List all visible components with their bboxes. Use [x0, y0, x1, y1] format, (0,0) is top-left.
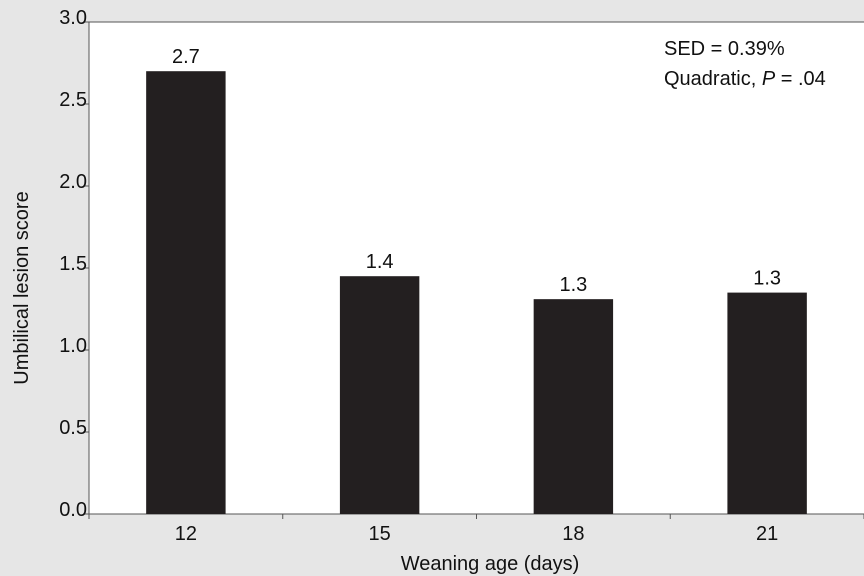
y-tick-label: 2.5	[59, 89, 87, 111]
annotation-sed: SED = 0.39%	[664, 38, 785, 60]
bar-18	[533, 299, 614, 514]
bar-data-labels: 2.7 1.4 1.3 1.3	[172, 46, 781, 296]
annotation-quadratic-prefix: Quadratic,	[664, 68, 762, 90]
x-axis-ticks: 12 15 18 21	[88, 514, 864, 545]
y-axis-ticks: 0.0 0.5 1.0 1.5 2.0 2.5 3.0	[59, 7, 89, 521]
annotation-p-italic: P	[762, 68, 776, 90]
bar-12	[146, 71, 226, 514]
bar-label-15: 1.4	[366, 251, 394, 273]
x-tick-label: 12	[175, 523, 197, 545]
stats-annotation: SED = 0.39% Quadratic, P = .04	[664, 38, 826, 90]
bar-label-12: 2.7	[172, 46, 200, 68]
y-axis-title: Umbilical lesion score	[11, 191, 33, 384]
bar-label-18: 1.3	[559, 274, 587, 296]
y-tick-label: 1.0	[59, 335, 87, 357]
bar-15	[339, 276, 420, 514]
x-axis-title: Weaning age (days)	[401, 553, 580, 575]
y-tick-label: 0.5	[59, 417, 87, 439]
x-tick-label: 15	[369, 523, 391, 545]
x-tick-label: 18	[562, 523, 584, 545]
bars	[146, 71, 807, 514]
annotation-quadratic: Quadratic, P = .04	[664, 68, 826, 90]
y-tick-label: 3.0	[59, 7, 87, 29]
annotation-p-value: = .04	[775, 68, 826, 90]
bar-label-21: 1.3	[753, 268, 781, 290]
bar-21	[727, 292, 807, 514]
y-tick-label: 0.0	[59, 499, 87, 521]
x-tick-label: 21	[756, 523, 778, 545]
y-tick-label: 1.5	[59, 253, 87, 275]
y-tick-label: 2.0	[59, 171, 87, 193]
